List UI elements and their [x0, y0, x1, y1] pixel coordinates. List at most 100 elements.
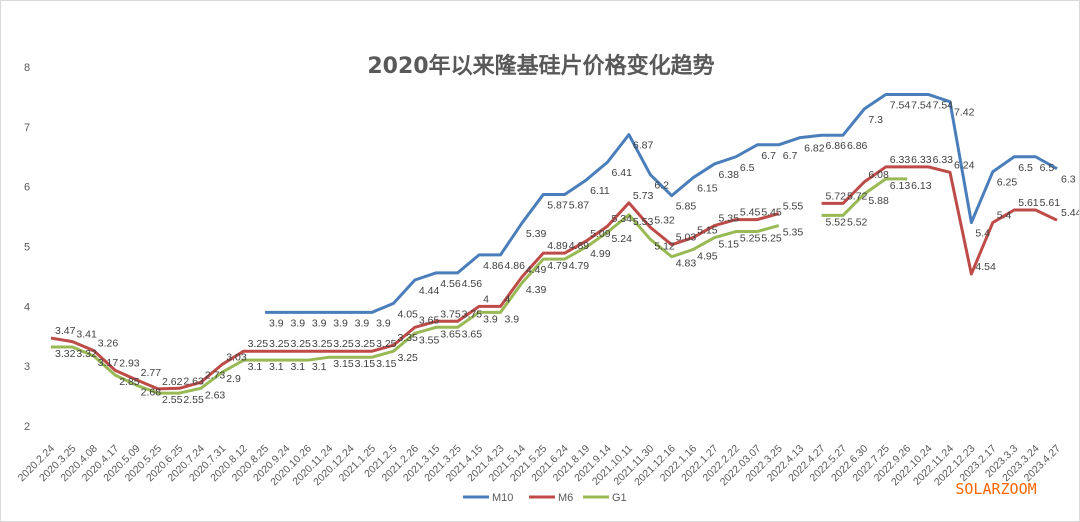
data-label-g1: 4.79	[547, 260, 568, 272]
data-label-m6: 5.34	[612, 213, 633, 225]
data-label-g1: 2.55	[183, 394, 204, 406]
data-label-m6: 2.62	[162, 376, 183, 388]
data-label-m6: 3.25	[269, 338, 290, 350]
y-axis: 2 3 4 5 6 7 8	[24, 62, 30, 433]
data-label-g1: 5.53	[633, 216, 654, 228]
data-label-m6: 2.63	[183, 375, 204, 387]
data-label-m6: 3.25	[376, 338, 397, 350]
data-label-m10: 6.7	[783, 150, 798, 162]
data-label-g1: 3.55	[419, 334, 440, 346]
data-label-g1: 6.13	[911, 180, 932, 192]
data-label-g1: 5.52	[826, 216, 847, 228]
data-label-g1: 2.68	[141, 386, 162, 398]
series-line-m10	[265, 93, 1058, 314]
data-label-m6: 5.72	[826, 190, 847, 202]
data-label-g1: 5.12	[654, 240, 675, 252]
data-label-g1: 4.99	[590, 248, 611, 260]
data-label-g1: 3.1	[248, 361, 263, 373]
data-label-m6: 5.73	[633, 190, 654, 202]
series-line-g1	[51, 213, 780, 395]
data-label-m6: 6.33	[933, 154, 954, 166]
data-label-m6: 5.35	[719, 213, 740, 225]
data-label-m10: 6.25	[997, 177, 1018, 189]
data-label-g1: 3.15	[333, 358, 354, 370]
data-label-m10: 5.87	[547, 199, 568, 211]
data-label-m10: 4.86	[483, 260, 504, 272]
data-label-m10: 6.11	[590, 185, 610, 197]
data-label-g1: 3.9	[504, 313, 519, 325]
data-label-g1: 3.32	[55, 348, 76, 360]
data-label-m6: 5.45	[761, 207, 782, 219]
y-tick-label: 3	[24, 361, 30, 373]
data-label-m6: 6.33	[911, 154, 932, 166]
y-tick-label: 4	[24, 301, 30, 313]
data-label-m10: 3.9	[376, 317, 391, 329]
data-label-m10: 6.5	[740, 162, 755, 174]
data-label-m6: 3.25	[312, 338, 333, 350]
data-label-m6: 4.49	[526, 264, 547, 276]
data-label-g1: 3.32	[76, 348, 97, 360]
data-labels: 3.9 3.9 3.9 3.9 3.9 3.94.054.444.56 4.564.86 4.…	[55, 100, 1079, 407]
data-label-m6: 3.25	[333, 338, 354, 350]
data-label-m10: 4.05	[397, 308, 418, 320]
data-label-m6: 3.41	[76, 329, 97, 341]
watermark: SOLARZOOM	[955, 480, 1036, 498]
data-label-m10: 4.44	[419, 285, 440, 297]
data-label-m6: 3.47	[55, 325, 76, 337]
legend-label-m10: M10	[492, 492, 513, 504]
data-label-g1: 4.95	[697, 250, 718, 262]
y-tick-label: 5	[24, 242, 30, 254]
data-label-g1: 5.15	[719, 239, 740, 251]
data-label-m6: 4.89	[569, 240, 590, 252]
data-label-m10: 3.9	[333, 317, 348, 329]
data-label-g1: 5.25	[761, 233, 782, 245]
data-label-m6: 5.4	[997, 210, 1012, 222]
data-label-m6: 3.25	[248, 338, 269, 350]
data-label-m10: 5.4	[975, 228, 990, 240]
data-label-m6: 3.25	[290, 338, 311, 350]
data-label-m10: 6.5	[1018, 162, 1033, 174]
data-label-m10: 6.38	[719, 169, 740, 181]
y-tick-label: 6	[24, 182, 30, 194]
series-line-m6	[50, 201, 780, 391]
data-label-m6: 3.03	[226, 351, 247, 363]
data-label-g1: 3.1	[269, 361, 284, 373]
data-label-m6: 5.03	[676, 232, 697, 244]
y-tick-label: 2	[24, 421, 30, 433]
data-label-m6: 2.77	[141, 367, 162, 379]
data-label-g1: 5.24	[612, 233, 633, 245]
data-label-m10: 6.41	[612, 167, 633, 179]
chart-title: 2020年以来隆基硅片价格变化趋势	[367, 53, 714, 79]
data-label-m6: 5.09	[590, 228, 611, 240]
data-label-m6: 3.26	[98, 338, 119, 350]
data-label-g1: 3.9	[483, 313, 498, 325]
data-label-m6: 6.08	[868, 169, 889, 181]
data-label-m10: 7.54	[890, 100, 911, 112]
data-label-m10: 6.3	[1061, 174, 1076, 186]
data-label-m6: 3.65	[419, 314, 440, 326]
data-label-g1: 4.83	[676, 258, 697, 270]
data-label-m10: 3.9	[290, 317, 305, 329]
data-label-m10: 7.42	[954, 107, 975, 119]
data-label-m6: 4.89	[547, 240, 568, 252]
data-label-m6: 3.35	[397, 332, 418, 344]
data-label-m6: 5.55	[783, 201, 804, 213]
data-label-m10: 7.3	[868, 114, 883, 126]
data-label-g1: 3.65	[462, 328, 483, 340]
data-label-m10: 3.9	[355, 317, 370, 329]
data-label-g1: 3.65	[440, 328, 461, 340]
data-label-m10: 6.87	[633, 140, 654, 152]
data-label-m6: 5.32	[654, 214, 675, 226]
data-label-m10: 3.9	[269, 317, 284, 329]
legend-label-m6: M6	[558, 492, 573, 504]
data-label-g1: 4.79	[569, 260, 590, 272]
data-label-m10: 6.2	[654, 180, 669, 192]
data-label-g1: 3.17	[98, 357, 119, 369]
data-label-m6: 2.73	[205, 369, 226, 381]
data-label-m6: 3.75	[462, 308, 483, 320]
data-label-g1: 2.55	[162, 394, 183, 406]
data-label-m6: 5.44	[1061, 207, 1079, 219]
series-line-m6	[821, 165, 1058, 276]
